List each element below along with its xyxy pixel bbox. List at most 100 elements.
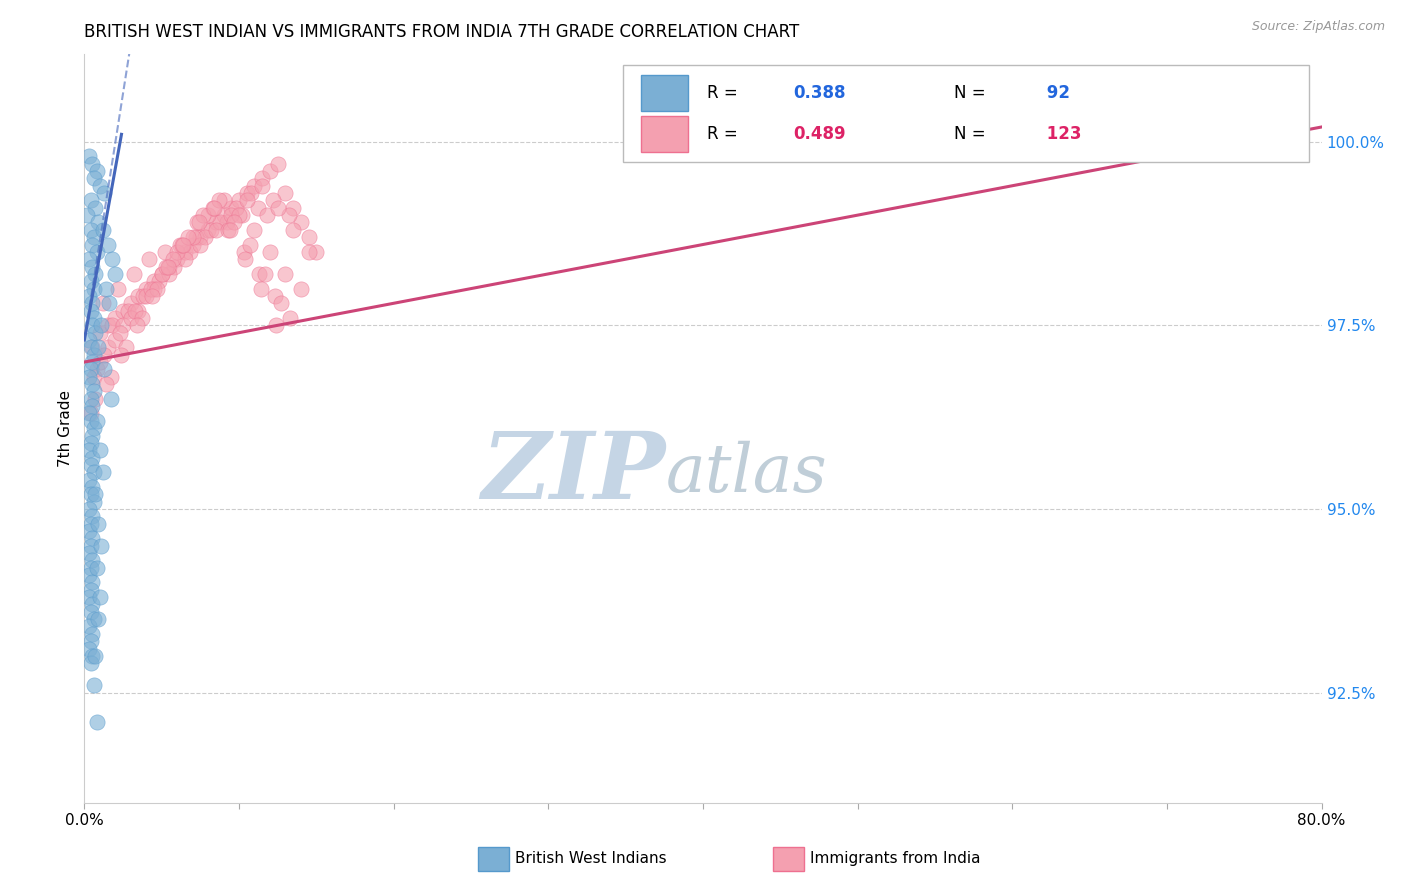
Point xyxy=(186,215,208,229)
Point xyxy=(93,186,115,200)
Point xyxy=(98,296,121,310)
Point xyxy=(262,194,284,208)
Text: ZIP: ZIP xyxy=(482,428,666,518)
Point xyxy=(298,244,321,259)
Point xyxy=(79,392,101,406)
Point xyxy=(101,318,124,333)
Point xyxy=(94,377,117,392)
Point xyxy=(146,282,169,296)
Point xyxy=(239,237,262,252)
Point xyxy=(233,252,256,267)
Point xyxy=(212,208,235,222)
Point xyxy=(84,201,107,215)
Text: N =: N = xyxy=(955,84,991,103)
Point xyxy=(249,282,271,296)
Point xyxy=(112,318,135,333)
FancyBboxPatch shape xyxy=(623,65,1309,162)
Point xyxy=(125,318,148,333)
Point xyxy=(235,194,259,208)
Point xyxy=(82,157,104,171)
Point xyxy=(83,494,105,508)
Point xyxy=(112,303,135,318)
Point xyxy=(93,348,115,362)
Point xyxy=(267,201,290,215)
Point xyxy=(172,237,194,252)
Point xyxy=(83,384,105,399)
Point xyxy=(84,326,107,340)
Point xyxy=(150,267,173,281)
Point xyxy=(82,553,104,567)
Point xyxy=(89,355,111,369)
Point xyxy=(83,678,105,692)
Point xyxy=(104,267,127,281)
Point xyxy=(79,560,101,574)
Point xyxy=(96,340,118,354)
Point xyxy=(82,399,104,413)
Point xyxy=(270,296,292,310)
Text: R =: R = xyxy=(707,84,742,103)
Point xyxy=(281,223,305,237)
Point xyxy=(188,230,212,244)
Point xyxy=(77,619,100,633)
Point xyxy=(120,310,142,325)
Point xyxy=(212,194,235,208)
Point xyxy=(79,362,101,376)
Point xyxy=(104,310,127,325)
Point xyxy=(107,282,129,296)
Point xyxy=(79,582,101,597)
Point xyxy=(194,230,217,244)
Point xyxy=(77,407,100,421)
Point xyxy=(82,480,104,494)
Point xyxy=(254,267,277,281)
Point xyxy=(159,267,180,281)
Point xyxy=(77,568,100,582)
Text: 123: 123 xyxy=(1040,125,1081,143)
Y-axis label: 7th Grade: 7th Grade xyxy=(58,390,73,467)
Point xyxy=(290,282,312,296)
Point xyxy=(93,362,115,376)
Point xyxy=(163,260,186,274)
Point xyxy=(200,223,222,237)
Point xyxy=(159,260,180,274)
Point xyxy=(82,648,104,663)
Point xyxy=(246,201,269,215)
Point xyxy=(122,267,145,281)
Point xyxy=(174,244,197,259)
Point xyxy=(96,237,118,252)
Point xyxy=(89,590,111,604)
Point xyxy=(127,303,149,318)
Point xyxy=(141,289,163,303)
Point xyxy=(181,237,204,252)
Point xyxy=(281,201,305,215)
Point xyxy=(79,539,101,553)
Point xyxy=(83,348,105,362)
Point xyxy=(82,428,104,442)
Point xyxy=(150,267,173,281)
Point xyxy=(87,215,110,229)
Point xyxy=(79,634,101,648)
Point xyxy=(120,296,142,310)
Point xyxy=(298,230,321,244)
Point xyxy=(232,244,254,259)
Point xyxy=(77,641,100,656)
Point xyxy=(84,392,107,406)
Point xyxy=(100,369,122,384)
Point xyxy=(77,546,100,560)
Point xyxy=(77,473,100,487)
Point xyxy=(96,318,118,333)
Point xyxy=(76,208,98,222)
Point xyxy=(79,223,101,237)
Point xyxy=(79,407,101,421)
Point xyxy=(77,502,100,516)
Point xyxy=(79,340,101,354)
Text: BRITISH WEST INDIAN VS IMMIGRANTS FROM INDIA 7TH GRADE CORRELATION CHART: BRITISH WEST INDIAN VS IMMIGRANTS FROM I… xyxy=(84,23,800,41)
Point xyxy=(215,215,238,229)
Point xyxy=(221,208,243,222)
Point xyxy=(115,340,138,354)
Point xyxy=(77,289,100,303)
Point xyxy=(83,171,105,186)
Point xyxy=(77,252,100,267)
Point xyxy=(82,377,104,392)
Point xyxy=(86,714,108,729)
Point xyxy=(83,310,105,325)
